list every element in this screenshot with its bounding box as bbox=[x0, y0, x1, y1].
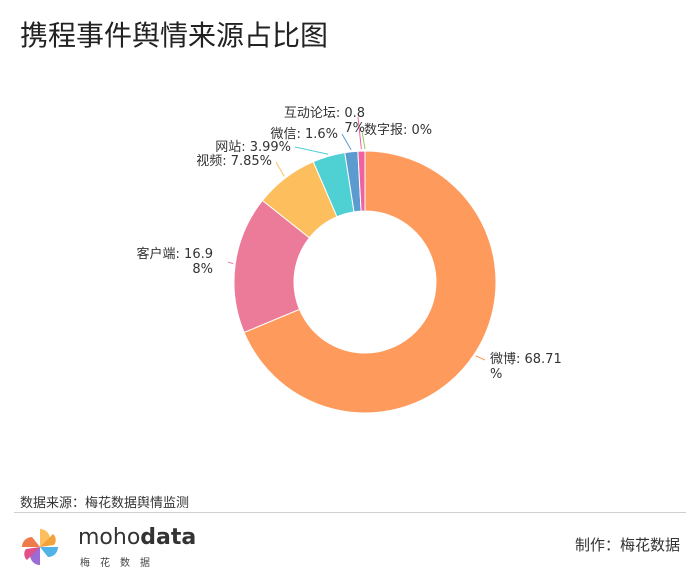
footer-divider bbox=[14, 512, 686, 513]
leader-line-微信 bbox=[341, 133, 352, 150]
data-source: 数据来源：梅花数据舆情监测 bbox=[20, 496, 190, 511]
label-网站: 网站: 3.99% bbox=[215, 140, 291, 155]
brand-subtitle: 梅花数据 bbox=[80, 558, 160, 569]
pinwheel-logo-icon bbox=[22, 529, 58, 565]
leader-line-数字报 bbox=[361, 130, 366, 150]
leader-lines-group bbox=[227, 116, 486, 361]
chart-title: 携程事件舆情来源占比图 bbox=[20, 19, 329, 52]
leader-line-网站 bbox=[294, 146, 329, 155]
slices-group bbox=[233, 150, 497, 414]
label-微信: 微信: 1.6% bbox=[270, 127, 338, 142]
donut-chart: 微博: 68.71 % 客户端: 16.9 8% 视频: 7.85%网站: 3.99%微… bbox=[137, 106, 562, 414]
brand-logo: mohodata 梅花数据 bbox=[18, 525, 198, 570]
label-数字报: 数字报: 0% bbox=[364, 123, 432, 138]
slice-微博 bbox=[243, 150, 497, 414]
label-微博: 微博: 68.71% bbox=[490, 352, 562, 382]
label-互动论坛: 互动论坛: 0.8 7% bbox=[284, 106, 365, 136]
label-视频: 视频: 7.85% bbox=[196, 154, 272, 169]
slice-互动论坛 bbox=[357, 150, 366, 212]
labels-group: 微博: 68.71 % 客户端: 16.9 8% 视频: 7.85%网站: 3.99%微… bbox=[137, 106, 562, 382]
label-客户端: 客户端: 16.9 8% bbox=[137, 246, 213, 277]
leader-line-视频 bbox=[275, 161, 285, 177]
leader-line-微博 bbox=[475, 355, 486, 361]
leader-line-客户端 bbox=[227, 261, 234, 265]
brand-name: mohodata bbox=[78, 525, 197, 550]
credit: 制作：梅花数据 bbox=[574, 536, 680, 554]
leader-line-互动论坛 bbox=[357, 116, 362, 150]
